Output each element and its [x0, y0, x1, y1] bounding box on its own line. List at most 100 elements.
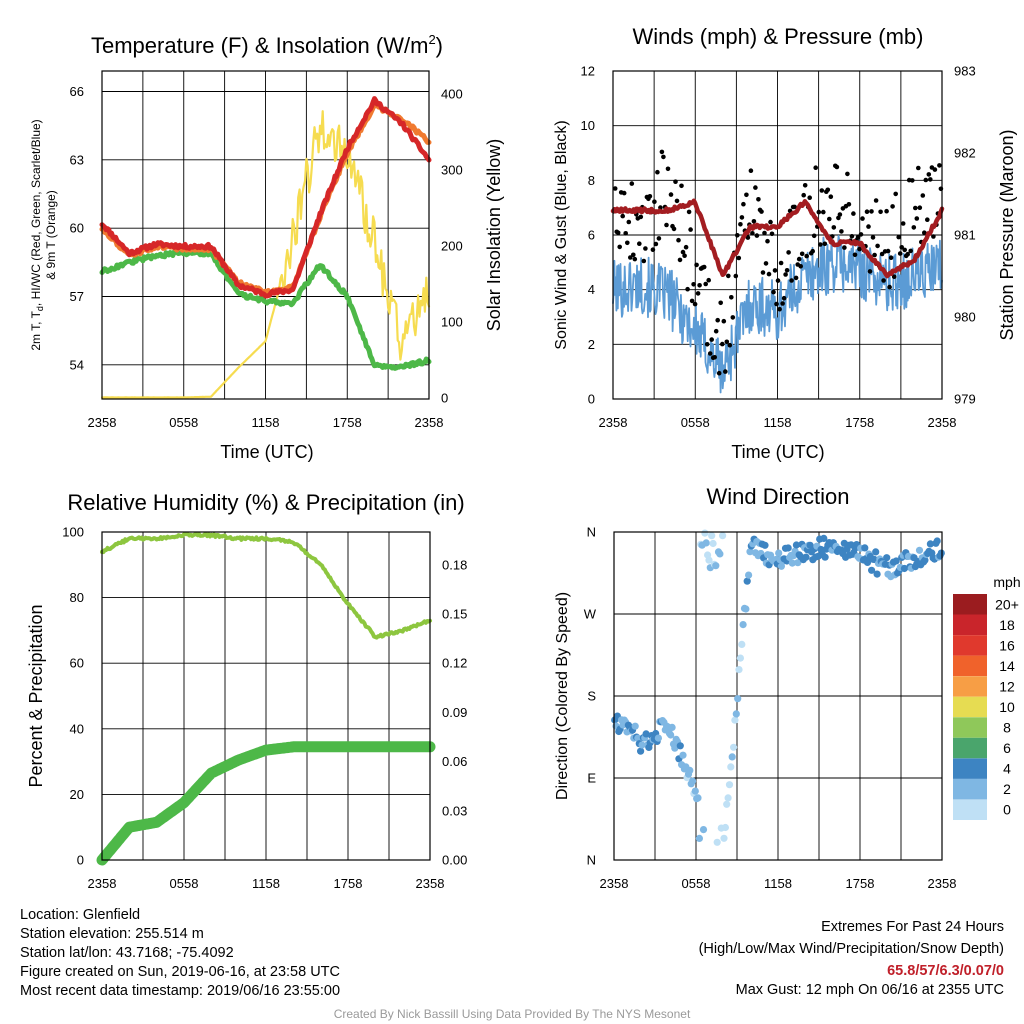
gust-point	[713, 328, 719, 334]
gust-point	[754, 233, 760, 238]
gust-point	[825, 187, 831, 193]
colorbar-swatch	[953, 737, 987, 759]
colorbar-swatch	[953, 696, 987, 718]
wind-direction-point	[872, 548, 880, 556]
wind-direction-point	[802, 553, 810, 561]
y-tick-label: 983	[954, 64, 976, 79]
gust-point	[778, 260, 784, 266]
winds-title: Winds (mph) & Pressure (mb)	[633, 24, 924, 49]
gust-point	[867, 269, 873, 274]
precipitation-right-ticks: 0.00 0.03 0.06 0.09 0.12 0.15 0.18	[442, 557, 467, 867]
x-tick-label: 0558	[682, 876, 711, 891]
gust-point	[881, 278, 886, 283]
gust-point	[733, 273, 739, 279]
wind-direction-point	[883, 554, 891, 562]
wind-direction-point	[738, 640, 746, 649]
gust-point	[798, 264, 803, 269]
wind-direction-grid	[614, 532, 942, 860]
gust-point	[689, 298, 695, 304]
gust-point	[744, 192, 749, 198]
wind-direction-point	[642, 730, 650, 738]
station-info: Location: Glenfield Station elevation: 2…	[20, 906, 340, 1001]
x-tick-label: 2358	[415, 415, 444, 430]
gust-point	[661, 154, 666, 160]
wind-direction-point	[713, 838, 721, 846]
max-gust: Max Gust: 12 mph On 06/16 at 2355 UTC	[735, 982, 1004, 998]
temperature-left-axis-label-line2: & 9m T (Orange)	[44, 190, 58, 280]
gust-point	[617, 244, 622, 250]
gust-point	[628, 255, 633, 260]
temperature-grid	[102, 71, 429, 399]
y-tick-label: 400	[441, 86, 463, 101]
gust-point	[701, 264, 707, 270]
gust-point	[827, 216, 832, 222]
wind-direction-point	[821, 553, 829, 561]
gust-point	[716, 370, 722, 376]
gust-point	[937, 163, 942, 168]
wind-direction-point	[921, 556, 929, 564]
gust-point	[899, 245, 904, 250]
gust-point	[807, 195, 812, 200]
y-tick-label: 979	[954, 392, 976, 407]
wind-direction-point	[727, 763, 735, 771]
gust-point	[852, 252, 858, 258]
wind-direction-point	[926, 540, 935, 548]
station-latlon: Station lat/lon: 43.7168; -75.4092	[20, 945, 234, 961]
gust-point	[857, 246, 862, 252]
wind-direction-point	[637, 747, 645, 755]
wind-direction-point	[679, 751, 687, 759]
wind-direction-plot-area	[611, 529, 945, 846]
gust-point	[922, 230, 927, 235]
y-tick-label: 20	[70, 787, 84, 802]
y-tick-label: 981	[954, 228, 976, 243]
wind-direction-point	[699, 826, 708, 834]
y-tick-label: 12	[581, 64, 595, 79]
wind-direction-point	[701, 529, 709, 537]
gust-point	[631, 252, 636, 258]
gust-point	[665, 166, 671, 172]
gust-point	[774, 301, 779, 307]
series-line-sonic-wind	[612, 235, 943, 394]
wind-direction-point	[863, 558, 872, 567]
gust-point	[873, 198, 879, 203]
x-tick-label: 1758	[333, 415, 362, 430]
y-tick-label: 63	[70, 152, 84, 167]
y-tick-label: 80	[70, 590, 84, 605]
gust-point	[821, 209, 826, 215]
gust-point	[793, 275, 799, 281]
y-tick-label: 60	[70, 221, 84, 236]
gust-point	[860, 216, 865, 221]
x-tick-label: 2358	[599, 415, 628, 430]
gust-point	[789, 278, 794, 283]
gust-point	[650, 247, 656, 252]
extremes-box: Extremes For Past 24 Hours (High/Low/Max…	[699, 918, 1004, 1000]
series-line-td	[99, 248, 432, 371]
gust-point	[897, 251, 903, 256]
temperature-title: Temperature (F) & Insolation (W/m2)	[91, 32, 443, 58]
wind-direction-point	[709, 539, 717, 548]
gust-point	[707, 351, 713, 356]
gust-point	[893, 191, 898, 197]
gust-point	[799, 251, 805, 257]
colorbar-label: 10	[999, 699, 1015, 715]
colorbar-label: 12	[999, 679, 1015, 695]
gust-point	[885, 248, 891, 254]
gust-point	[686, 209, 692, 215]
gust-point	[655, 169, 660, 175]
wind-direction-point	[892, 557, 900, 565]
gust-point	[720, 341, 725, 347]
gust-point	[888, 255, 894, 260]
wind-direction-point	[668, 723, 676, 732]
gust-point	[679, 183, 684, 189]
y-tick-label: 54	[70, 357, 84, 372]
extremes-values: 65.8/57/6.3/0.07/0	[887, 963, 1004, 979]
gust-point	[621, 190, 627, 196]
gust-point	[834, 164, 840, 170]
x-tick-label: 1758	[845, 415, 874, 430]
gust-point	[674, 198, 680, 204]
gust-point	[891, 274, 897, 280]
wind-direction-point	[725, 781, 734, 789]
wind-direction-point	[735, 666, 743, 674]
x-tick-label: 2358	[928, 415, 957, 430]
